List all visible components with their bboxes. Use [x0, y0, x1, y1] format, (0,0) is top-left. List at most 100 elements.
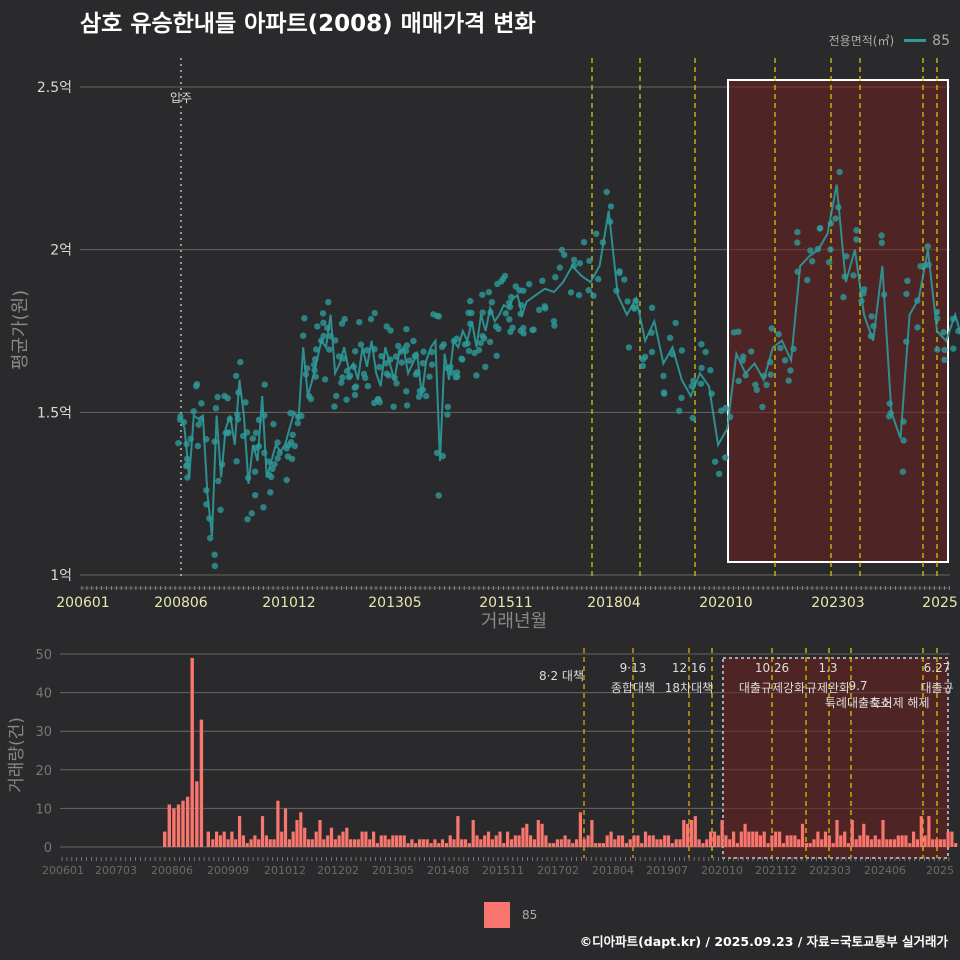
volume-bar: [877, 839, 881, 847]
trade-point: [428, 348, 436, 356]
trade-point: [325, 298, 332, 306]
volume-bar: [624, 843, 628, 847]
volume-bar: [900, 835, 904, 847]
volume-bar: [682, 820, 686, 847]
volume-bar: [636, 835, 640, 847]
trade-point: [444, 403, 452, 411]
volume-bar: [735, 843, 739, 847]
trade-point: [477, 339, 484, 347]
volume-bar: [544, 835, 548, 847]
trade-point: [641, 353, 649, 360]
volume-bar: [774, 831, 778, 847]
trade-point: [903, 290, 910, 298]
trade-point: [675, 407, 683, 414]
trade-point: [326, 346, 333, 353]
volume-bar: [345, 827, 349, 847]
trade-point: [320, 332, 327, 340]
trade-point: [941, 346, 948, 354]
trade-point: [520, 324, 527, 332]
trade-point: [184, 455, 191, 462]
trade-point: [941, 356, 948, 363]
trade-point: [371, 346, 378, 353]
trade-point: [312, 346, 320, 353]
policy-name-label: 18차대책: [665, 680, 713, 695]
policy-date-label: 10.26: [755, 661, 789, 675]
trade-point: [320, 319, 327, 326]
volume-bar: [609, 831, 613, 847]
top-legend: 전용면적(㎡) 85: [829, 32, 950, 49]
x-tick-label: 201305: [368, 595, 421, 611]
trade-point: [226, 415, 233, 423]
trade-point: [593, 230, 600, 237]
volume-bar: [827, 835, 831, 847]
trade-point: [870, 322, 877, 330]
legend-line-swatch: [904, 39, 927, 42]
trade-point: [203, 501, 210, 508]
volume-bar: [291, 831, 295, 847]
trade-point: [607, 203, 615, 210]
trade-point: [767, 358, 774, 366]
policy-name-label: 대출규제강화: [739, 681, 805, 695]
trade-point: [836, 168, 843, 176]
trade-point: [479, 291, 486, 298]
trade-point: [415, 393, 423, 400]
trade-point: [707, 367, 714, 374]
volume-bar: [770, 835, 774, 847]
volume-bar: [889, 839, 893, 847]
trade-point: [274, 439, 281, 446]
trade-point: [787, 367, 794, 374]
trade-point: [382, 360, 390, 367]
y-tick-label: 1.5억: [37, 405, 72, 421]
trade-point: [518, 302, 525, 309]
trade-point: [183, 461, 191, 469]
volume-bar: [567, 839, 571, 847]
trade-point: [669, 351, 676, 358]
x-tick-label: 200806: [154, 595, 208, 611]
trade-point: [393, 380, 400, 387]
trade-point: [551, 322, 558, 329]
volume-bar: [306, 839, 311, 847]
trade-point: [742, 372, 749, 379]
trade-point: [464, 340, 471, 347]
trade-point: [832, 215, 839, 222]
trade-point: [244, 516, 251, 523]
trade-point: [198, 400, 205, 407]
trade-point: [356, 318, 363, 326]
trade-point: [184, 474, 191, 481]
trade-point: [211, 551, 218, 558]
x-axis-label: 거래년월: [481, 611, 547, 632]
volume-bar: [498, 831, 502, 847]
volume-bar: [429, 843, 433, 847]
trade-point: [175, 439, 182, 447]
trade-point: [397, 348, 404, 355]
trade-point: [183, 440, 190, 448]
trade-point: [648, 348, 656, 356]
volume-bar: [663, 835, 667, 847]
trade-point: [603, 188, 610, 196]
volume-bar: [264, 835, 268, 847]
volume-bar: [835, 820, 839, 847]
volume-bar: [613, 839, 617, 847]
volume-bar: [181, 800, 185, 847]
volume-bar: [575, 839, 579, 847]
trade-point: [206, 515, 213, 522]
trade-point: [327, 333, 334, 340]
trade-point: [333, 392, 340, 400]
volume-bar: [548, 843, 552, 847]
trade-point: [375, 395, 382, 403]
trade-point: [539, 277, 546, 284]
trade-point: [367, 315, 375, 323]
volume-bar: [831, 843, 835, 847]
volume-bar: [942, 839, 946, 847]
trade-point: [453, 335, 460, 342]
volume-x-tick-label: 201511: [482, 864, 524, 877]
policy-name-label: 대출규: [920, 681, 953, 695]
trade-point: [625, 344, 633, 351]
trade-point: [363, 347, 371, 354]
trade-point: [301, 315, 308, 322]
volume-bar: [329, 827, 334, 847]
volume-y-tick-label: 30: [35, 725, 52, 740]
volume-bar: [793, 835, 797, 847]
trade-point: [255, 416, 263, 423]
volume-bar: [326, 835, 330, 847]
